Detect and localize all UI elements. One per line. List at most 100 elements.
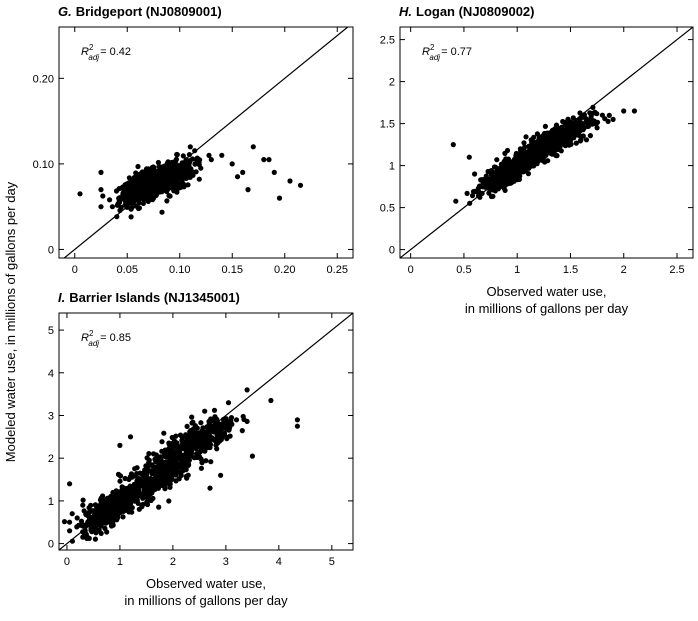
data-point bbox=[98, 187, 104, 193]
data-point bbox=[563, 137, 569, 143]
data-point bbox=[108, 520, 115, 527]
data-point bbox=[606, 112, 612, 118]
data-point bbox=[105, 511, 111, 517]
data-point bbox=[80, 497, 86, 503]
data-point bbox=[136, 484, 142, 490]
y-tick-label: 2.5 bbox=[380, 35, 395, 47]
data-point bbox=[86, 505, 92, 511]
data-point bbox=[542, 123, 549, 129]
data-point bbox=[523, 134, 529, 140]
y-tick-label: 1 bbox=[48, 496, 54, 508]
data-point bbox=[119, 484, 125, 490]
data-point bbox=[183, 467, 189, 473]
data-point bbox=[198, 420, 204, 426]
data-point bbox=[276, 195, 283, 201]
data-point bbox=[153, 452, 159, 458]
data-point bbox=[109, 204, 115, 210]
data-point bbox=[218, 472, 224, 478]
data-point bbox=[164, 198, 170, 204]
data-point bbox=[573, 140, 579, 146]
data-point bbox=[124, 181, 130, 187]
data-point bbox=[143, 180, 149, 186]
data-point bbox=[225, 400, 232, 406]
data-point bbox=[80, 502, 86, 508]
data-point bbox=[208, 157, 214, 163]
plot-frame bbox=[58, 312, 354, 551]
one-to-one-line bbox=[400, 27, 693, 258]
data-point bbox=[621, 108, 627, 114]
data-point bbox=[294, 423, 300, 429]
data-point bbox=[470, 189, 477, 195]
data-point bbox=[114, 517, 120, 523]
data-point bbox=[122, 197, 128, 203]
data-point bbox=[178, 167, 184, 174]
data-point bbox=[488, 179, 494, 185]
data-point bbox=[129, 185, 136, 192]
panel-title: G. Bridgeport (NJ0809001) bbox=[58, 4, 222, 19]
data-point bbox=[490, 193, 496, 199]
data-point bbox=[185, 182, 191, 188]
y-tick-label: 2 bbox=[389, 77, 395, 89]
data-point bbox=[509, 179, 515, 186]
y-tick-label: 4 bbox=[48, 368, 54, 380]
data-point bbox=[554, 153, 560, 159]
data-point bbox=[133, 177, 139, 183]
data-point bbox=[80, 534, 86, 540]
data-point bbox=[190, 156, 196, 162]
data-point bbox=[525, 171, 532, 177]
data-point bbox=[142, 489, 148, 495]
data-point bbox=[169, 180, 175, 186]
data-point bbox=[120, 490, 127, 496]
data-point bbox=[121, 496, 127, 502]
r2-subscript: adj bbox=[88, 53, 99, 62]
data-point bbox=[569, 124, 575, 130]
data-point bbox=[178, 173, 184, 179]
data-point bbox=[541, 130, 548, 137]
x-tick-label: 0.10 bbox=[169, 264, 190, 276]
data-point bbox=[149, 490, 155, 496]
data-point bbox=[171, 188, 177, 194]
x-tick-label: 2.5 bbox=[669, 264, 684, 276]
data-point bbox=[168, 460, 174, 467]
data-point bbox=[564, 127, 570, 133]
data-point bbox=[132, 466, 138, 472]
data-point bbox=[191, 433, 197, 439]
data-point bbox=[170, 444, 176, 450]
scatter-panel-0: G. Bridgeport (NJ0809001) 0 0.05 0.10 0.15 0.2… bbox=[33, 4, 354, 276]
data-point bbox=[578, 137, 584, 143]
data-point bbox=[196, 159, 202, 166]
data-point bbox=[175, 445, 181, 451]
data-point bbox=[203, 458, 209, 464]
data-point bbox=[74, 524, 80, 530]
data-point bbox=[239, 428, 245, 434]
data-point bbox=[186, 152, 192, 158]
x-tick-label: 2 bbox=[621, 264, 627, 276]
data-point bbox=[144, 455, 150, 461]
data-point bbox=[116, 195, 122, 201]
x-tick-label: 2 bbox=[170, 556, 176, 568]
data-point bbox=[287, 178, 293, 184]
data-point bbox=[171, 438, 177, 444]
data-point bbox=[196, 176, 202, 182]
data-point bbox=[187, 144, 193, 150]
plot-area bbox=[400, 27, 693, 258]
panel-title-text: Bridgeport (NJ0809001) bbox=[76, 4, 222, 19]
data-point bbox=[199, 447, 205, 453]
data-point bbox=[161, 430, 167, 436]
scatter-panel-1: H. Logan (NJ0809002) 0 0.5 1 1.5 2 2.5 0 0.5 1 1.5 2… bbox=[380, 4, 694, 316]
data-point bbox=[143, 473, 149, 479]
data-point bbox=[207, 429, 213, 435]
data-point bbox=[570, 115, 576, 121]
data-point bbox=[228, 415, 235, 421]
data-point bbox=[136, 488, 142, 494]
data-point bbox=[165, 185, 171, 191]
data-point bbox=[219, 152, 225, 158]
data-point bbox=[181, 441, 187, 447]
data-point bbox=[249, 453, 255, 459]
y-axis-label: Modeled water use, in millions of gallon… bbox=[3, 181, 18, 462]
data-point bbox=[184, 475, 190, 481]
data-point bbox=[206, 152, 212, 158]
data-point bbox=[550, 143, 556, 150]
data-point bbox=[151, 167, 157, 173]
data-point bbox=[233, 417, 240, 423]
